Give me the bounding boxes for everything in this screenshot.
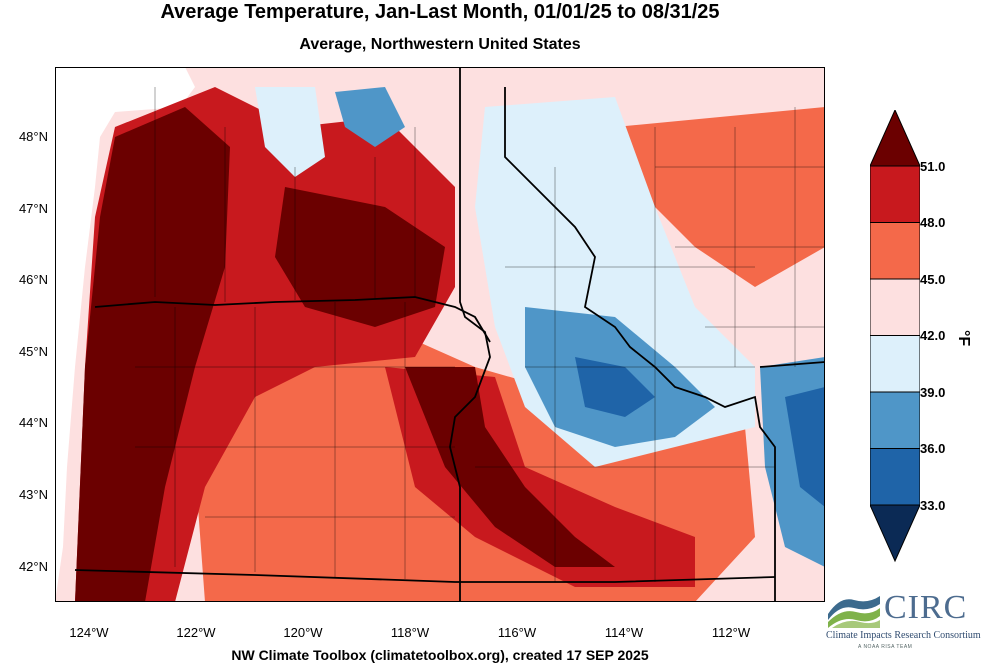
color-bar-segment-48-51 xyxy=(870,165,920,223)
hottest-zone-columbia xyxy=(275,187,445,327)
lat-label-44: 44°N xyxy=(18,415,48,430)
lon-label-124: 124°W xyxy=(69,625,109,640)
warm-zone-montana xyxy=(615,107,825,287)
lon-label-120: 120°W xyxy=(283,625,323,640)
lon-label-114: 114°W xyxy=(604,625,644,640)
coldest-zone-yellowstone xyxy=(785,387,825,507)
lon-label-116: 116°W xyxy=(497,625,537,640)
color-bar-segment-33-36 xyxy=(870,448,920,506)
legend-tick-36: 36.0 xyxy=(920,441,946,456)
legend-tick-39: 39.0 xyxy=(920,385,946,400)
lat-label-43: 43°N xyxy=(18,487,48,502)
legend-tick-33: 33.0 xyxy=(920,498,946,513)
lat-label-47: 47°N xyxy=(18,201,48,216)
map-frame xyxy=(55,67,825,602)
lon-label-122: 122°W xyxy=(176,625,216,640)
legend-tick-42: 42.0 xyxy=(920,328,946,343)
circ-logo[interactable]: CIRC Climate Impacts Research Consortium… xyxy=(826,590,990,660)
map-subtitle: Average, Northwestern United States xyxy=(299,36,581,53)
lat-label-48: 48°N xyxy=(18,129,48,144)
ocean-area xyxy=(55,67,195,602)
hottest-zone-coast xyxy=(75,107,230,602)
border-mt-wy xyxy=(759,361,825,368)
circ-logo-mark xyxy=(828,596,880,628)
credit-line: NW Climate Toolbox (climatetoolbox.org),… xyxy=(231,647,649,663)
temperature-map xyxy=(55,67,825,602)
border-wa-or xyxy=(94,296,491,343)
color-bar-top-arrow xyxy=(870,110,920,167)
legend-tick-51: 51.0 xyxy=(920,159,946,174)
legend-tick-45: 45.0 xyxy=(920,272,946,287)
temperature-map-canvas xyxy=(55,67,825,602)
cool-zone-cascades xyxy=(255,87,325,177)
coldest-zone-sawtooth xyxy=(575,357,655,417)
border-or-id xyxy=(449,67,491,602)
lat-label-42: 42°N xyxy=(18,559,48,574)
color-bar-segment-42-45 xyxy=(870,278,920,336)
color-bar-segment-36-39 xyxy=(870,391,920,449)
map-title: Average Temperature, Jan-Last Month, 01/… xyxy=(160,1,720,23)
color-bar-segment-45-48 xyxy=(870,222,920,280)
lat-label-46: 46°N xyxy=(18,272,48,287)
cold-zone-north-cascades xyxy=(335,87,405,147)
lon-label-118: 118°W xyxy=(390,625,430,640)
legend-tick-48: 48.0 xyxy=(920,215,946,230)
lon-label-112: 112°W xyxy=(711,625,751,640)
circ-logo-subtitle: Climate Impacts Research Consortium xyxy=(826,630,981,641)
color-bar-bottom-arrow xyxy=(870,504,920,563)
county-borders xyxy=(135,87,825,582)
circ-logo-name: CIRC xyxy=(884,589,968,626)
legend-units: °F xyxy=(955,330,972,347)
color-bar xyxy=(870,110,920,563)
border-southern xyxy=(74,569,776,583)
circ-logo-tagline: A NOAA RISA TEAM xyxy=(858,644,913,650)
color-bar-segment-39-42 xyxy=(870,335,920,393)
lat-label-45: 45°N xyxy=(18,344,48,359)
